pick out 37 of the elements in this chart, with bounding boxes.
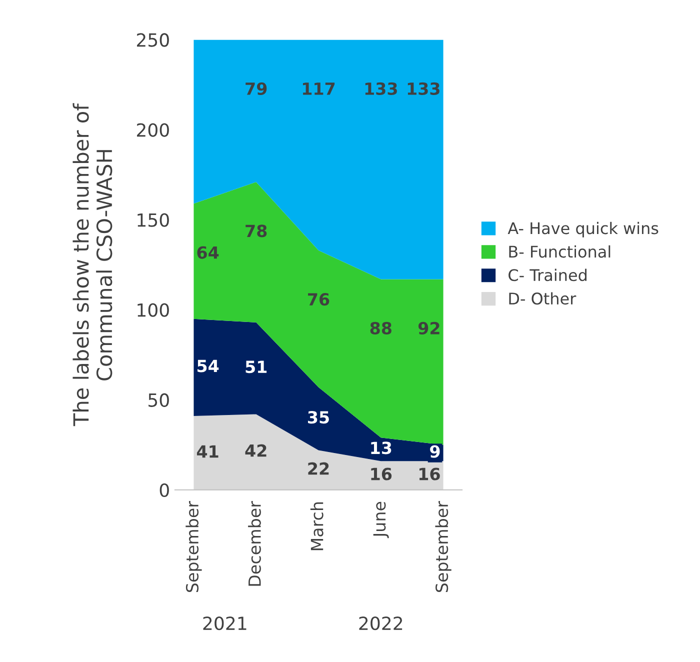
data-label: 117	[302, 82, 335, 95]
y-tick-label: 150	[138, 213, 169, 227]
data-label: 64	[197, 246, 219, 259]
data-label: 133	[408, 82, 440, 95]
x-tick-label: June	[373, 502, 389, 538]
x-tick-label: September	[435, 500, 452, 592]
data-label: 78	[246, 224, 267, 238]
y-axis-title: The labels show the number of Communal CSO-WASH	[72, 103, 112, 426]
text: 2021	[203, 616, 246, 630]
x-tick-label: December	[248, 500, 261, 586]
text: 2022	[359, 616, 402, 630]
data-label: 92	[418, 322, 440, 334]
data-label: 133	[365, 82, 397, 95]
y-tick-label: 250	[137, 33, 169, 47]
legend-label: D- Other	[509, 292, 576, 305]
data-label: 41	[196, 445, 218, 458]
data-label: 79	[246, 82, 267, 95]
data-label: 35	[308, 410, 329, 424]
data-label: 16	[419, 468, 440, 480]
legend-label: C- Trained	[508, 268, 586, 282]
legend-label: A- Have quick wins	[508, 222, 658, 238]
y-tick-label: 100	[138, 303, 169, 317]
legend-label: B- Functional	[509, 245, 610, 258]
data-label: 51	[246, 360, 267, 374]
data-label: 9	[430, 445, 440, 458]
data-label: 22	[308, 462, 329, 475]
y-tick-label: 50	[148, 393, 169, 407]
data-label: 54	[198, 360, 219, 372]
data-label: 88	[370, 322, 392, 334]
x-tick-label: September	[186, 500, 202, 592]
data-label: 76	[308, 293, 330, 306]
x-tick-label: March	[310, 502, 324, 550]
data-label: 13	[371, 442, 392, 454]
data-label: 42	[245, 444, 266, 457]
y-tick-label: 200	[137, 123, 169, 137]
data-label: 16	[371, 468, 392, 480]
y-tick-label: 0	[160, 483, 169, 497]
